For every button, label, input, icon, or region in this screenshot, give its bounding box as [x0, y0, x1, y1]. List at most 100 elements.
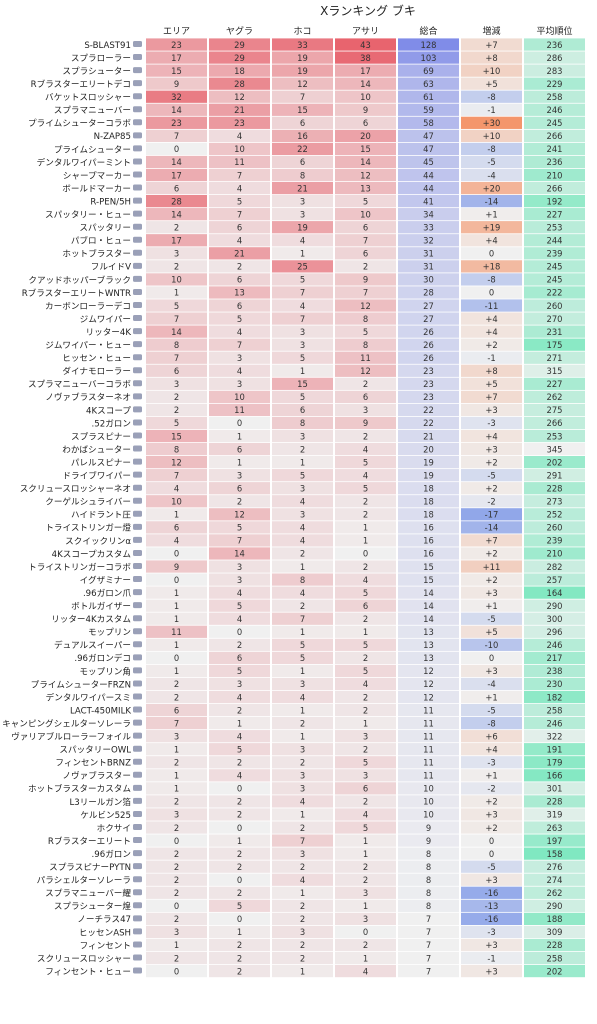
cell-value: 2: [174, 392, 179, 402]
table-cell: [461, 181, 522, 195]
cell-value: +7: [485, 392, 497, 402]
cell-value: +8: [485, 366, 497, 376]
table-cell: [398, 651, 459, 664]
table-cell: [524, 168, 585, 182]
cell-value: 2: [363, 744, 368, 754]
cell-value: 10: [171, 497, 182, 507]
table-cell: [146, 756, 207, 769]
table-cell: [272, 769, 333, 782]
table-cell: [209, 195, 270, 208]
weapon-name: プライムシューターコラボ: [28, 118, 131, 129]
table-cell: [524, 299, 585, 312]
cell-value: 3: [300, 849, 305, 859]
cell-value: +2: [485, 340, 497, 350]
weapon-icon: [133, 249, 142, 256]
cell-value: 1: [300, 627, 305, 637]
table-cell: [335, 625, 396, 638]
cell-value: 26: [423, 327, 434, 337]
table-row: デュアルスイーパー 1 2 5 5 13 -10 246: [54, 638, 585, 651]
cell-value: 0: [174, 836, 179, 846]
cell-value: 4: [363, 966, 368, 976]
table-row: プライムシューターFRZN 2 3 3 4 12 -4 230: [31, 677, 585, 691]
cell-value: 2: [174, 405, 179, 415]
table-cell: [398, 677, 459, 691]
cell-value: +8: [485, 53, 497, 63]
cell-value: 6: [237, 444, 242, 454]
table-cell: [398, 208, 459, 221]
table-cell: [335, 586, 396, 599]
table-cell: [272, 925, 333, 939]
table-cell: [272, 247, 333, 260]
table-cell: [209, 873, 270, 886]
table-cell: [335, 195, 396, 208]
cell-value: 11: [423, 771, 434, 781]
table-cell: [209, 599, 270, 612]
cell-value: 32: [423, 236, 434, 246]
table-cell: [272, 325, 333, 338]
table-cell: [461, 64, 522, 77]
table-cell: [209, 964, 270, 978]
table-cell: [209, 886, 270, 899]
table-cell: [524, 769, 585, 782]
table-cell: [209, 442, 270, 456]
cell-value: 6: [237, 301, 242, 311]
cell-value: 12: [423, 679, 434, 689]
cell-value: 5: [237, 901, 242, 911]
cell-value: +2: [485, 483, 497, 493]
cell-value: 0: [237, 914, 242, 924]
cell-value: 8: [363, 340, 368, 350]
cell-value: 1: [237, 836, 242, 846]
table-cell: [272, 951, 333, 965]
cell-value: 0: [489, 653, 494, 663]
cell-value: 1: [300, 705, 305, 715]
cell-value: 4: [174, 483, 179, 493]
cell-value: 276: [547, 862, 563, 872]
cell-value: +2: [485, 575, 497, 585]
weapon-name: ドライブワイパー: [62, 470, 131, 482]
cell-value: 5: [237, 744, 242, 754]
table-row: ジムワイパー 7 5 7 8 27 +4 270: [80, 312, 585, 325]
cell-value: +4: [485, 327, 497, 337]
table-cell: [335, 325, 396, 338]
cell-value: 192: [547, 196, 563, 206]
table-cell: [461, 821, 522, 834]
cell-value: 26: [423, 340, 434, 350]
cell-value: +1: [485, 771, 497, 781]
cell-value: 322: [547, 731, 563, 741]
table-cell: [272, 168, 333, 182]
cell-value: 8: [426, 901, 431, 911]
table-cell: [524, 964, 585, 978]
cell-value: 7: [363, 288, 368, 298]
cell-value: 227: [547, 209, 563, 219]
table-cell: [272, 181, 333, 195]
table-cell: [209, 743, 270, 756]
table-cell: [461, 247, 522, 260]
table-row: ホットブラスター 3 21 1 6 31 0 239: [62, 247, 585, 260]
weapon-icon: [133, 288, 142, 295]
cell-value: 28: [234, 79, 245, 89]
cell-value: 23: [234, 118, 245, 128]
cell-value: 2: [363, 797, 368, 807]
cell-value: 5: [237, 523, 242, 533]
weapon-name: N-ZAP85: [94, 132, 131, 142]
table-cell: [461, 456, 522, 469]
cell-value: 8: [426, 862, 431, 872]
table-cell: [335, 612, 396, 625]
cell-value: 2: [300, 953, 305, 963]
table-cell: [146, 808, 207, 821]
cell-value: 18: [423, 510, 434, 520]
cell-value: 2: [174, 823, 179, 833]
table-row: ダイナモローラー 6 4 1 12 23 +8 315: [62, 364, 585, 377]
weapon-name: スプラマニューバーコラボ: [28, 379, 131, 390]
weapon-name: パブロ・ヒュー: [71, 235, 131, 247]
weapon-name: Rブラスターエリートデコ: [31, 78, 131, 90]
cell-value: 1: [174, 510, 179, 520]
cell-value: 2: [174, 222, 179, 232]
cell-value: 1: [174, 601, 179, 611]
cell-value: 15: [297, 379, 308, 389]
table-cell: [335, 573, 396, 586]
table-cell: [209, 299, 270, 312]
cell-value: 2: [237, 888, 242, 898]
cell-value: 6: [174, 366, 179, 376]
